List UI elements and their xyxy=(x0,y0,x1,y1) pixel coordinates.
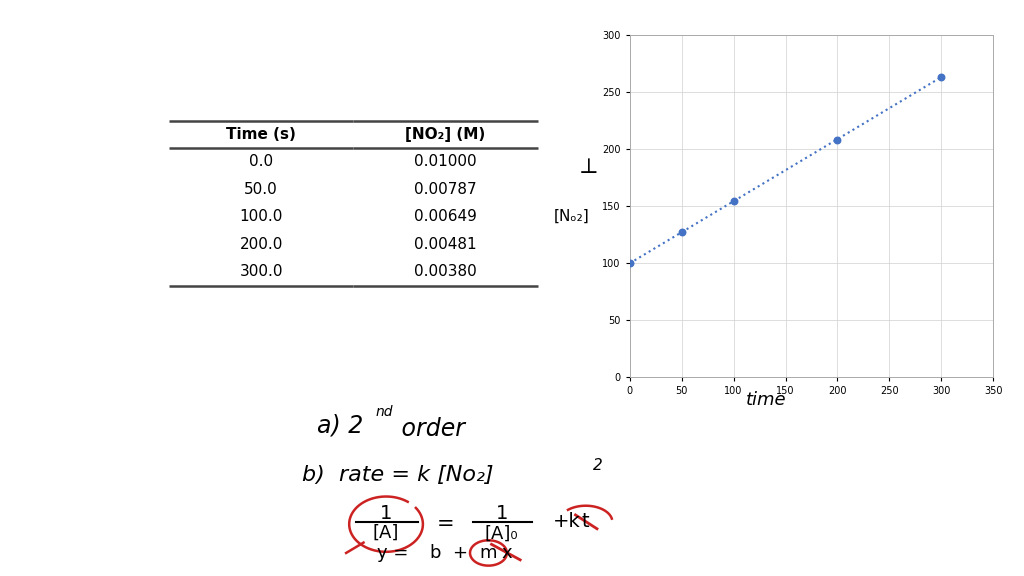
Text: 1: 1 xyxy=(380,505,392,523)
Text: ⊥: ⊥ xyxy=(579,158,599,176)
Text: t: t xyxy=(582,513,589,531)
Text: order: order xyxy=(394,417,465,441)
Text: 1: 1 xyxy=(496,505,508,523)
Point xyxy=(829,135,846,145)
Text: nd: nd xyxy=(376,405,393,419)
Text: b  +: b + xyxy=(430,544,468,562)
Text: b)  rate = k [No₂]: b) rate = k [No₂] xyxy=(302,465,494,485)
Text: y =: y = xyxy=(377,544,409,562)
Text: =: = xyxy=(436,514,455,534)
Text: m: m xyxy=(479,544,497,562)
Point xyxy=(674,228,690,237)
Text: +k: +k xyxy=(553,513,581,531)
Text: x: x xyxy=(502,544,512,562)
Text: a) 2: a) 2 xyxy=(317,413,364,437)
Text: [A]₀: [A]₀ xyxy=(485,524,518,543)
Text: [A]: [A] xyxy=(373,524,399,542)
Text: [Nₒ₂]: [Nₒ₂] xyxy=(554,209,589,223)
Text: 2: 2 xyxy=(593,458,603,473)
Point xyxy=(622,259,638,268)
Text: time: time xyxy=(745,391,786,410)
Point xyxy=(725,196,741,206)
Point xyxy=(933,72,949,81)
